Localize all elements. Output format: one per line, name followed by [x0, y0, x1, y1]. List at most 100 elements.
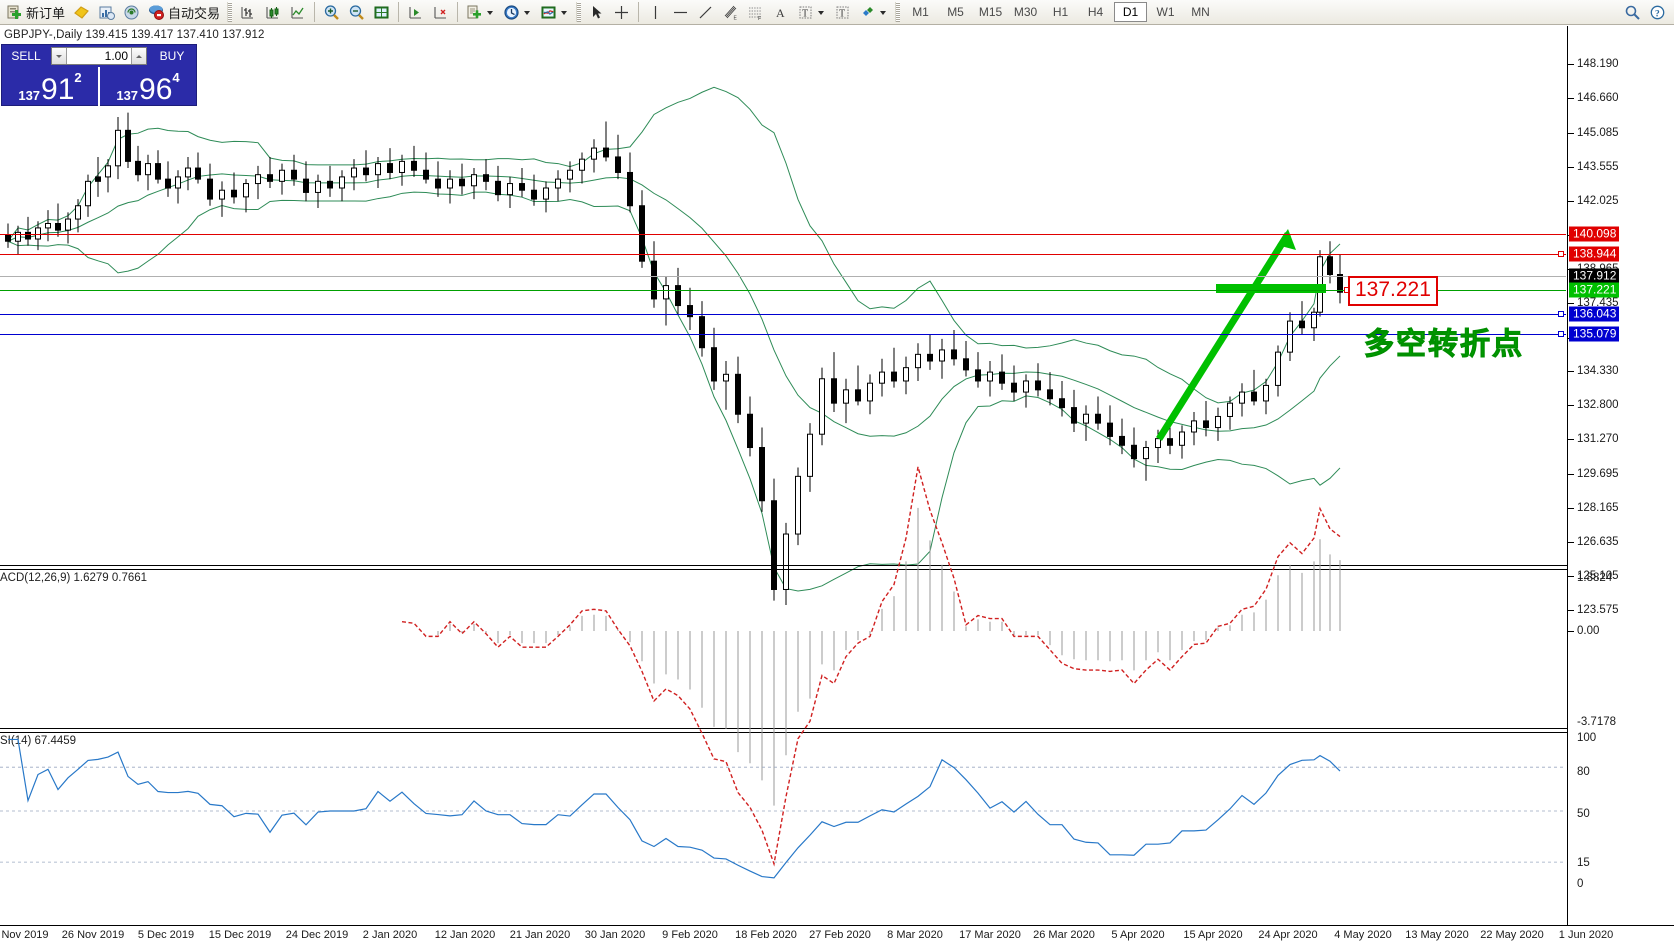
- help-button[interactable]: ?: [1645, 1, 1670, 24]
- timeframe-button-m30[interactable]: M30: [1013, 5, 1038, 19]
- shapes-button[interactable]: T: [830, 1, 855, 24]
- candle-body: [5, 234, 11, 242]
- price-level-handle[interactable]: [1558, 331, 1564, 337]
- candle-body: [1047, 389, 1053, 400]
- timeframe-button-m1[interactable]: M1: [912, 5, 929, 19]
- price-scale[interactable]: 148.190146.660145.085143.555142.025140.4…: [1567, 26, 1674, 945]
- candle-body: [1167, 438, 1173, 446]
- search-button[interactable]: [1620, 1, 1645, 24]
- price-tag-callout[interactable]: 137.221: [1348, 276, 1438, 306]
- candle-body: [1337, 274, 1343, 293]
- price-level-handle[interactable]: [1558, 251, 1564, 257]
- trendline-button[interactable]: [693, 1, 718, 24]
- auto-trading-button[interactable]: 自动交易: [144, 1, 224, 24]
- buy-price[interactable]: 137 96 4: [100, 67, 196, 106]
- cursor-button[interactable]: [584, 1, 609, 24]
- sell-button[interactable]: SELL: [11, 49, 41, 63]
- text-icon: A: [772, 4, 789, 21]
- period-button[interactable]: [499, 1, 536, 24]
- indicators-button[interactable]: [536, 1, 573, 24]
- time-axis[interactable]: Nov 2019 26 Nov 2019 5 Dec 2019 15 Dec 2019…: [0, 925, 1674, 945]
- market-icon: [98, 4, 116, 21]
- candle-body: [735, 373, 741, 415]
- sell-price[interactable]: 137 91 2: [2, 67, 98, 106]
- timeframe-button-h4[interactable]: H4: [1087, 5, 1104, 19]
- price-level-line[interactable]: [0, 234, 1566, 235]
- auto-scroll-button[interactable]: [428, 1, 453, 24]
- toolbar-grip-1[interactable]: [227, 2, 233, 22]
- period-dropdown-arrow-icon[interactable]: [523, 4, 532, 21]
- templates-button[interactable]: [462, 1, 499, 24]
- market-button[interactable]: [94, 1, 119, 24]
- price-tick: [1568, 133, 1574, 134]
- timeframe-button-d1[interactable]: D1: [1114, 2, 1148, 22]
- bollinger-upper-band: [7, 86, 1341, 404]
- tile-windows-button[interactable]: [369, 1, 394, 24]
- broadcast-button[interactable]: [119, 1, 144, 24]
- time-axis-label: 18 Feb 2020: [735, 929, 797, 941]
- toolbar-grip-2[interactable]: [576, 2, 582, 22]
- time-axis-label: 1 Jun 2020: [1558, 929, 1614, 941]
- price-level-line[interactable]: [0, 290, 1566, 291]
- objects-dropdown-arrow-icon[interactable]: [879, 4, 888, 21]
- horizontal-line-button[interactable]: [668, 1, 693, 24]
- zoom-in-button[interactable]: [319, 1, 344, 24]
- candle-body: [615, 156, 621, 173]
- time-axis-label: 26 Nov 2019: [61, 929, 125, 941]
- equidistant-channel-button[interactable]: E: [718, 1, 743, 24]
- price-level-line[interactable]: [0, 334, 1566, 335]
- timeframe-button-m5[interactable]: M5: [947, 5, 964, 19]
- price-level-marker[interactable]: 136.043: [1569, 306, 1620, 322]
- price-tick: [1568, 201, 1574, 202]
- objects-button[interactable]: [855, 1, 892, 24]
- candle-body: [771, 500, 777, 590]
- price-level-marker[interactable]: 137.912: [1569, 268, 1620, 284]
- volume-value[interactable]: 1.00: [104, 49, 128, 63]
- volume-decrease-button[interactable]: [52, 48, 67, 64]
- volume-increase-button[interactable]: [131, 48, 146, 64]
- zoom-out-button[interactable]: [344, 1, 369, 24]
- price-level-line[interactable]: [0, 254, 1566, 255]
- price-level-line[interactable]: [0, 276, 1566, 277]
- timeframe-button-m15[interactable]: M15: [978, 5, 1003, 19]
- shift-chart-button[interactable]: [403, 1, 428, 24]
- price-tick-label: 123.575: [1577, 604, 1619, 616]
- timeframe-button-h1[interactable]: H1: [1052, 5, 1069, 19]
- oct-divider: [98, 67, 100, 106]
- bollinger-middle-band: [7, 173, 1341, 437]
- candle-body: [459, 178, 465, 187]
- price-tick-label: 128.165: [1577, 502, 1619, 514]
- bar-chart-icon: [239, 4, 256, 21]
- bar-chart-button[interactable]: [235, 1, 260, 24]
- vertical-line-button[interactable]: [643, 1, 668, 24]
- fibonacci-button[interactable]: F: [743, 1, 768, 24]
- line-chart-button[interactable]: [285, 1, 310, 24]
- indicators-dropdown-arrow-icon[interactable]: [560, 4, 569, 21]
- candlestick-chart-button[interactable]: [260, 1, 285, 24]
- time-axis-label: Nov 2019: [1, 929, 49, 941]
- new-order-button[interactable]: 新订单: [2, 1, 69, 24]
- text-label-dropdown-arrow-icon[interactable]: [817, 4, 826, 21]
- timeframe-button-mn[interactable]: MN: [1191, 5, 1210, 19]
- price-level-marker[interactable]: 140.098: [1569, 226, 1620, 242]
- price-level-marker[interactable]: 135.079: [1569, 326, 1620, 342]
- price-level-handle[interactable]: [1558, 311, 1564, 317]
- candle-body: [507, 183, 513, 196]
- price-level-line[interactable]: [0, 314, 1566, 315]
- price-level-marker[interactable]: 138.944: [1569, 246, 1620, 262]
- templates-dropdown-arrow-icon[interactable]: [486, 4, 495, 21]
- one-click-trading-panel[interactable]: SELL 1.00 BUY 137 91 2 137 96 4: [1, 44, 197, 106]
- candle-body: [55, 222, 61, 231]
- text-label-button[interactable]: T: [793, 1, 830, 24]
- timeframe-button-w1[interactable]: W1: [1156, 5, 1175, 19]
- price-level-marker[interactable]: 137.221: [1569, 282, 1620, 298]
- macd-label: ACD(12,26,9) 1.6279 0.7661: [0, 572, 148, 584]
- buy-button[interactable]: BUY: [159, 49, 185, 63]
- volume-stepper[interactable]: 1.00: [51, 47, 147, 65]
- crosshair-button[interactable]: [609, 1, 634, 24]
- svg-text:T: T: [839, 8, 845, 19]
- text-button[interactable]: A: [768, 1, 793, 24]
- toolbar-grip-3[interactable]: [895, 2, 901, 22]
- chart-area[interactable]: GBPJPY-,Daily 139.415 139.417 137.410 13…: [0, 25, 1674, 945]
- signals-button[interactable]: [69, 1, 94, 24]
